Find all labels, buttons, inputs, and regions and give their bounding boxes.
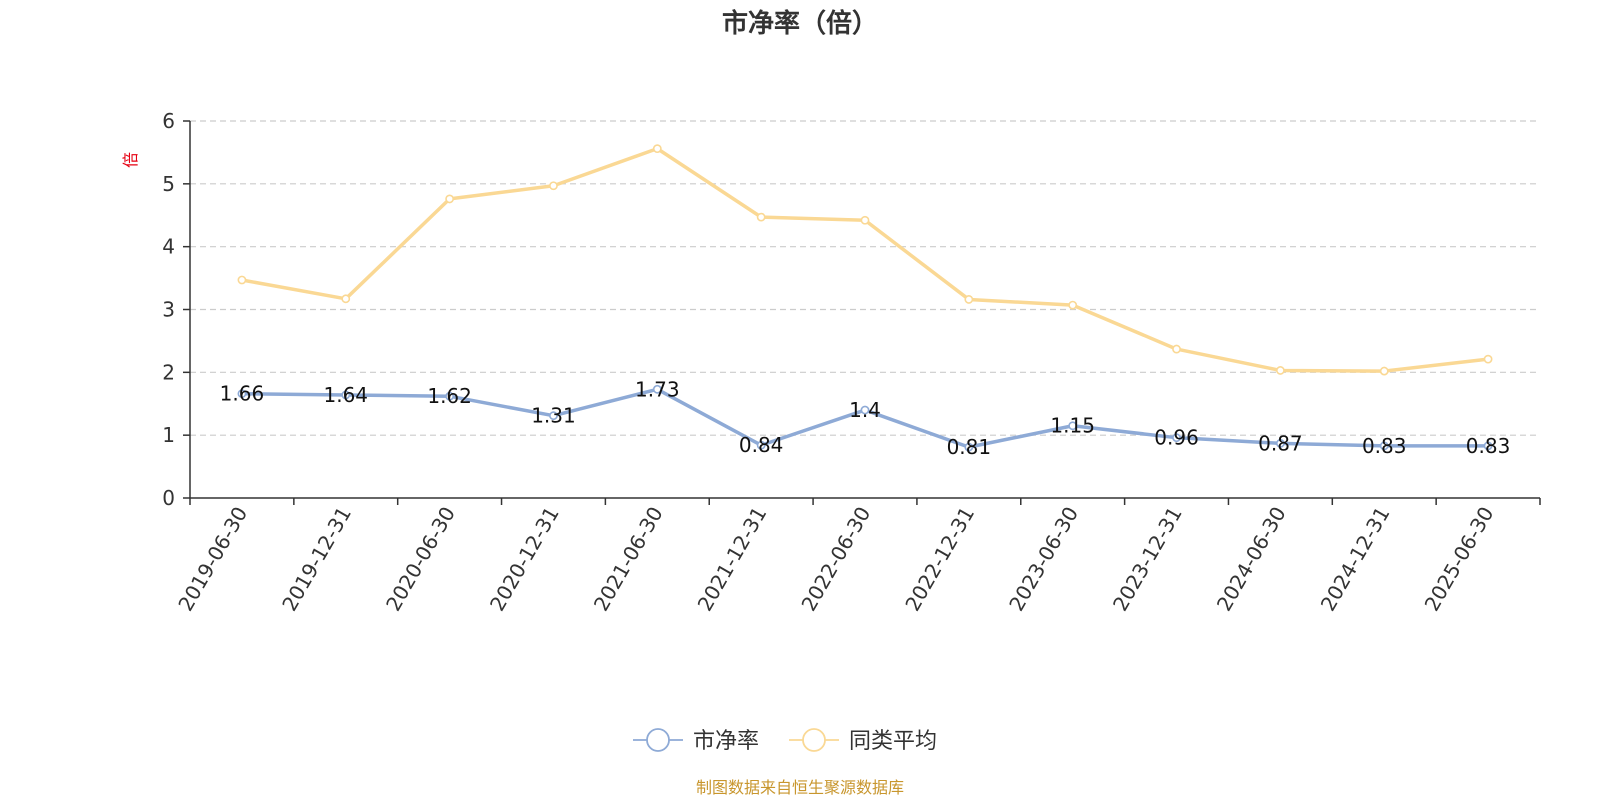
data-label: 1.4 (849, 398, 881, 422)
data-point[interactable] (445, 194, 455, 204)
y-tick-label: 3 (162, 298, 175, 322)
legend-circle-icon (802, 728, 826, 752)
legend-label: 市净率 (693, 729, 759, 754)
data-label: 1.31 (531, 404, 576, 428)
data-label: 0.84 (739, 433, 784, 457)
x-tick-label: 2020-12-31 (485, 503, 564, 616)
x-tick-label: 2024-06-30 (1212, 503, 1291, 616)
data-point[interactable] (1172, 433, 1181, 443)
y-tick-label: 5 (162, 172, 175, 196)
data-point[interactable] (1379, 441, 1389, 451)
data-label: 0.87 (1258, 431, 1303, 455)
data-label: 0.81 (947, 435, 992, 459)
data-label: 1.15 (1050, 414, 1095, 438)
data-point[interactable] (964, 442, 974, 452)
data-point[interactable] (756, 440, 766, 450)
data-label: 1.73 (635, 377, 680, 401)
data-label: 1.66 (220, 382, 265, 406)
x-tick-label: 2021-06-30 (589, 503, 668, 616)
data-point[interactable] (237, 275, 247, 285)
data-label: 0.83 (1466, 434, 1511, 458)
y-tick-label: 4 (162, 235, 175, 259)
data-label: 0.83 (1362, 434, 1407, 458)
data-point[interactable] (652, 384, 662, 394)
data-point[interactable] (1379, 366, 1389, 376)
x-tick-label: 2025-06-30 (1420, 503, 1499, 616)
y-tick-label: 1 (162, 423, 175, 447)
grid-lines (190, 120, 1540, 436)
x-tick-label: 2019-06-30 (173, 503, 252, 616)
y-axis-label: 倍 (121, 152, 140, 168)
x-tick-label: 2022-06-30 (796, 503, 875, 616)
data-point[interactable] (652, 144, 662, 154)
data-point[interactable] (964, 295, 974, 304)
legend-circle-icon (646, 728, 670, 752)
x-tick-label: 2023-06-30 (1004, 503, 1083, 616)
legend-label: 同类平均 (849, 729, 937, 754)
legend-item[interactable]: 市净率 (633, 728, 759, 754)
axes: 0 1 2 3 4 5 6 2019-06-30 2019-12-31 2020-06-30 202… (162, 109, 1541, 616)
data-point[interactable] (1483, 441, 1493, 451)
y-tick-label: 2 (162, 360, 175, 384)
data-point[interactable] (237, 389, 247, 399)
y-tick-label: 0 (162, 486, 175, 510)
data-source-note: 制图数据来自恒生聚源数据库 (696, 778, 904, 797)
y-tick-label: 6 (162, 109, 175, 133)
data-point[interactable] (549, 181, 558, 191)
data-point[interactable] (756, 212, 766, 222)
x-tick-label: 2024-12-31 (1316, 503, 1395, 616)
data-label: 0.96 (1154, 426, 1199, 450)
data-point[interactable] (1275, 366, 1285, 375)
data-label: 1.64 (324, 383, 369, 407)
data-point[interactable] (341, 390, 351, 400)
data-point[interactable] (860, 405, 870, 415)
chart-title: 市净率（倍） (722, 8, 878, 39)
data-point[interactable] (1483, 354, 1493, 364)
data-point[interactable] (860, 215, 870, 225)
data-point[interactable] (445, 391, 455, 401)
x-tick-label: 2020-06-30 (381, 503, 460, 616)
data-label: 1.62 (427, 384, 472, 408)
data-point[interactable] (1172, 344, 1181, 354)
series-line (241, 146, 1489, 373)
data-point[interactable] (341, 294, 351, 304)
legend-item[interactable]: 同类平均 (789, 728, 937, 754)
data-point[interactable] (1068, 300, 1078, 310)
x-tick-label: 2022-12-31 (900, 503, 979, 616)
data-point[interactable] (549, 411, 558, 421)
legend[interactable]: 市净率 同类平均 (633, 728, 937, 754)
x-tick-label: 2021-12-31 (693, 503, 772, 616)
data-point[interactable] (1275, 438, 1285, 448)
x-tick-label: 2019-12-31 (277, 503, 356, 616)
series-layer: 1.66 1.64 1.62 1.31 1.73 0.84 1.4 0.81 1.15 0.96 0… (220, 144, 1511, 459)
x-tick-label: 2023-12-31 (1108, 503, 1187, 616)
data-point[interactable] (1068, 421, 1078, 431)
